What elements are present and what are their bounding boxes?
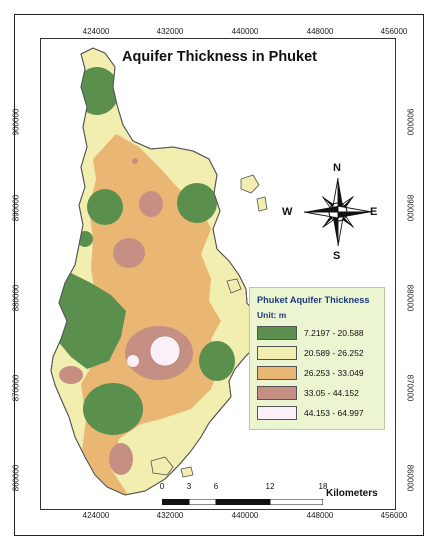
islet-3 xyxy=(226,278,242,294)
compass-n: N xyxy=(333,162,341,174)
y-tick-left-5: 860000 xyxy=(11,464,21,492)
y-tick-right-3: 880000 xyxy=(405,284,415,312)
y-tick-left-4: 870000 xyxy=(11,374,21,402)
scale-bar-graphic xyxy=(162,498,324,506)
y-tick-right-1: 900000 xyxy=(405,108,415,136)
zone-high-5 xyxy=(59,366,83,384)
x-tick-top-1: 424000 xyxy=(82,27,110,36)
x-tick-bottom-1: 424000 xyxy=(82,511,110,520)
legend-unit: Unit: m xyxy=(257,310,287,320)
y-tick-left-2: 890000 xyxy=(11,194,21,222)
x-tick-bottom-5: 456000 xyxy=(380,511,408,520)
zone-low-1 xyxy=(75,67,119,115)
island-map xyxy=(50,47,268,496)
islet-1 xyxy=(240,174,260,194)
x-tick-top-5: 456000 xyxy=(380,27,408,36)
legend-label: 26.253 - 33.049 xyxy=(304,368,364,378)
x-tick-top-4: 448000 xyxy=(306,27,334,36)
zone-low-3 xyxy=(177,183,217,223)
zone-high-2 xyxy=(113,238,145,268)
islet-5 xyxy=(180,466,194,478)
scale-label-6: 6 xyxy=(213,482,219,491)
legend-label: 7.2197 - 20.588 xyxy=(304,328,364,338)
legend-swatch xyxy=(257,386,297,400)
x-tick-bottom-4: 448000 xyxy=(306,511,334,520)
legend-swatch xyxy=(257,406,297,420)
legend-swatch xyxy=(257,346,297,360)
legend-label: 44.153 - 64.997 xyxy=(304,408,364,418)
x-tick-bottom-2: 432000 xyxy=(156,511,184,520)
legend: Phuket Aquifer Thickness Unit: m 7.2197 … xyxy=(249,287,385,430)
zone-low-6 xyxy=(199,341,235,381)
zone-high-6 xyxy=(109,443,133,475)
scale-label-0: 0 xyxy=(159,482,165,491)
zone-max-1 xyxy=(149,335,181,367)
zone-low-7 xyxy=(83,383,143,435)
north-arrow xyxy=(290,164,386,260)
y-tick-left-3: 880000 xyxy=(11,284,21,312)
scale-bar xyxy=(162,492,324,506)
y-tick-left-1: 900000 xyxy=(11,108,21,136)
zone-high-3 xyxy=(132,158,138,164)
compass-s: S xyxy=(333,250,341,262)
compass-rose-icon xyxy=(303,177,373,247)
zone-high-1 xyxy=(139,191,163,217)
scale-unit: Kilometers xyxy=(326,488,378,499)
x-tick-bottom-3: 440000 xyxy=(231,511,259,520)
legend-swatch xyxy=(257,326,297,340)
zone-max-2 xyxy=(127,355,139,367)
scale-label-18: 18 xyxy=(318,482,328,491)
y-tick-right-5: 860000 xyxy=(405,464,415,492)
zone-low-5 xyxy=(51,269,126,369)
legend-swatch xyxy=(257,366,297,380)
zone-low-2 xyxy=(87,189,123,225)
scale-label-3: 3 xyxy=(186,482,192,491)
map-area xyxy=(40,38,396,510)
y-tick-right-4: 870000 xyxy=(405,374,415,402)
islet-4 xyxy=(150,456,174,476)
x-tick-top-3: 440000 xyxy=(231,27,259,36)
legend-label: 20.589 - 26.252 xyxy=(304,348,364,358)
compass-w: W xyxy=(282,206,293,218)
legend-title: Phuket Aquifer Thickness xyxy=(257,295,370,305)
y-tick-right-2: 890000 xyxy=(405,194,415,222)
map-title: Aquifer Thickness in Phuket xyxy=(122,49,317,65)
legend-label: 33.05 - 44.152 xyxy=(304,388,359,398)
x-tick-top-2: 432000 xyxy=(156,27,184,36)
islet-2 xyxy=(256,196,268,212)
compass-e: E xyxy=(370,206,378,218)
scale-label-12: 12 xyxy=(265,482,275,491)
